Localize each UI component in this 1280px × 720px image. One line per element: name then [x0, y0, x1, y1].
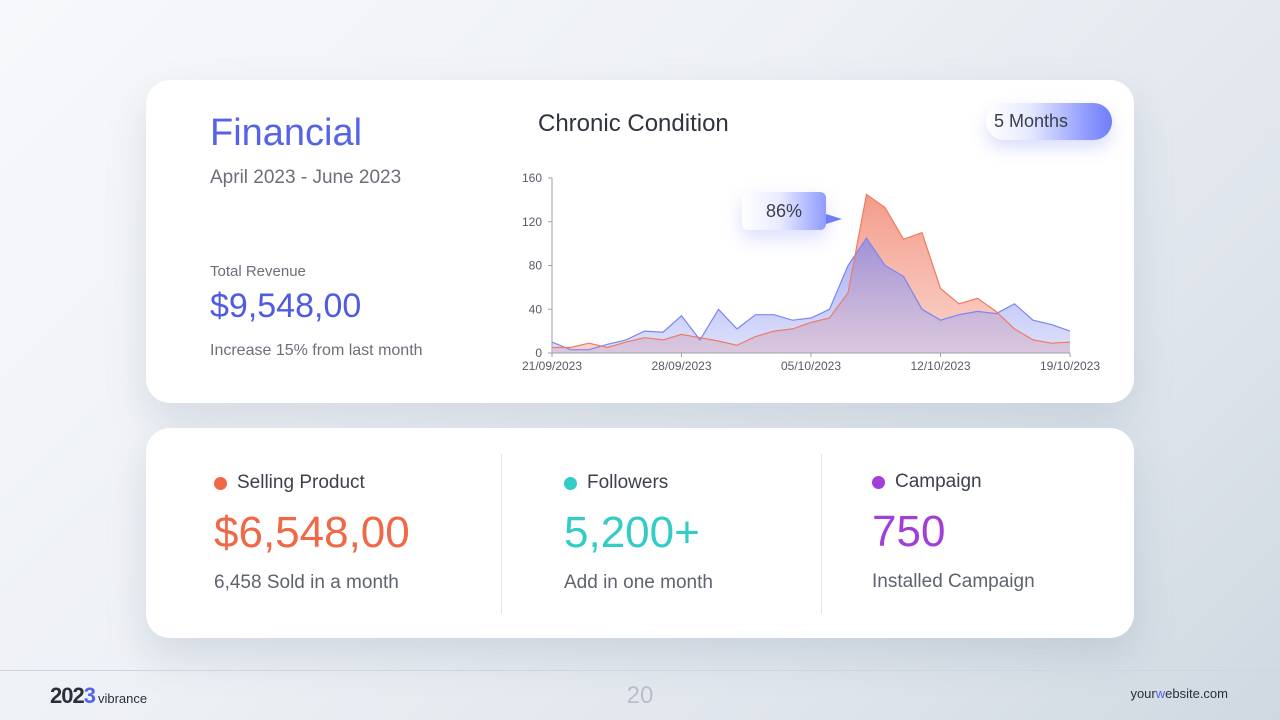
- stat-description: Add in one month: [564, 572, 713, 593]
- y-tick-label: 40: [529, 302, 543, 316]
- stat-value: 750: [872, 507, 946, 556]
- website-link[interactable]: yourwebsite.com: [1130, 686, 1228, 701]
- stat-label: Selling Product: [237, 472, 365, 493]
- financial-date-range: April 2023 - June 2023: [210, 167, 402, 188]
- y-tick-label: 0: [535, 346, 542, 360]
- x-tick-label: 28/09/2023: [651, 359, 711, 373]
- followers-dot-icon: [564, 476, 577, 490]
- stat-divider: [501, 454, 502, 614]
- revenue-increase-note: Increase 15% from last month: [210, 342, 423, 359]
- campaign-dot-icon: [872, 475, 885, 489]
- financial-card: Financial April 2023 - June 2023 Total R…: [146, 80, 1134, 403]
- area-chart: 0 40 80 120 160 21/09/2023 28/09/2023 05/10/202…: [522, 171, 1100, 373]
- callout-pointer: [826, 214, 842, 224]
- y-tick-label: 120: [522, 215, 542, 229]
- x-tick-label: 12/10/2023: [910, 359, 970, 373]
- total-revenue-value: $9,548,00: [210, 287, 362, 325]
- brand-name: vibrance: [97, 691, 148, 706]
- y-tick-label: 80: [529, 259, 543, 273]
- series-line-series-2: [552, 193, 1071, 349]
- x-tick-label: 05/10/2023: [781, 359, 841, 373]
- stat-description: Installed Campaign: [872, 571, 1035, 592]
- footer-divider: [0, 670, 1280, 671]
- total-revenue-label: Total Revenue: [210, 263, 306, 280]
- chart-title: Chronic Condition: [538, 110, 729, 137]
- series-area-series-1: [552, 238, 1070, 353]
- period-selector-button[interactable]: 5 Months: [986, 103, 1112, 140]
- stat-selling-product: Selling Product $6,548,00 6,458 Sold in …: [214, 472, 410, 594]
- percentage-callout: 86%: [742, 192, 826, 230]
- stat-label: Followers: [587, 472, 669, 493]
- x-tick-label: 21/09/2023: [522, 359, 582, 373]
- stats-card: Selling Product $6,548,00 6,458 Sold in …: [146, 428, 1134, 638]
- stat-campaign: Campaign 750 Installed Campaign: [872, 471, 1035, 593]
- website-suffix: ebsite.com: [1165, 686, 1228, 701]
- stat-label: Campaign: [895, 471, 982, 492]
- financial-title: Financial: [210, 112, 363, 154]
- brand-logo: 2023 vibrance: [50, 683, 147, 709]
- page-number: 20: [626, 682, 654, 709]
- series-area-series-2: [552, 194, 1070, 353]
- series-line-series-1: [551, 237, 1071, 351]
- stat-description: 6,458 Sold in a month: [214, 572, 399, 593]
- website-accent: w: [1155, 686, 1166, 701]
- stat-value: 5,200+: [564, 508, 700, 557]
- brand-year-accent: 3: [83, 683, 96, 708]
- brand-year: 2023: [50, 683, 96, 709]
- stat-divider: [821, 454, 822, 614]
- x-tick-label: 19/10/2023: [1040, 359, 1100, 373]
- brand-year-prefix: 202: [50, 683, 85, 708]
- stat-followers: Followers 5,200+ Add in one month: [564, 472, 713, 594]
- stat-value: $6,548,00: [214, 508, 410, 557]
- y-tick-label: 160: [522, 171, 542, 185]
- website-prefix: your: [1130, 686, 1156, 701]
- selling-product-dot-icon: [214, 476, 227, 490]
